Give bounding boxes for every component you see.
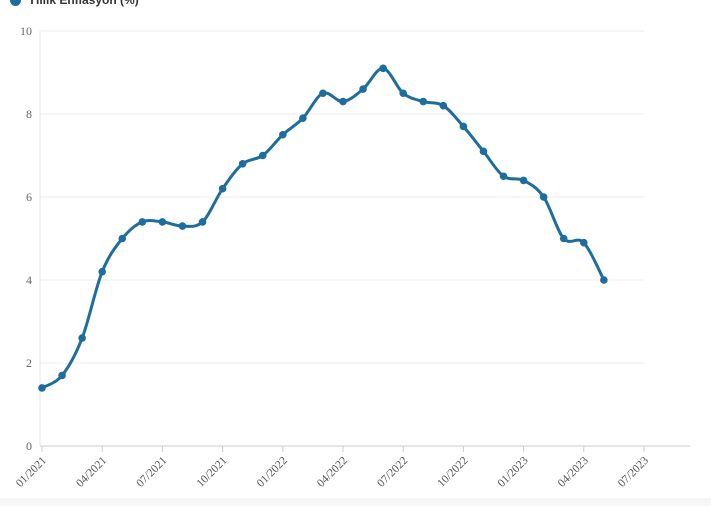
page-bottom-gutter bbox=[0, 498, 711, 506]
legend-marker-icon bbox=[10, 0, 21, 6]
data-point[interactable] bbox=[258, 151, 267, 160]
y-axis-tick-label: 2 bbox=[26, 356, 32, 370]
data-point[interactable] bbox=[178, 222, 187, 230]
x-axis-tick-label: 04/2022 bbox=[315, 454, 350, 489]
x-axis-tick-label: 04/2023 bbox=[556, 454, 591, 489]
data-point[interactable] bbox=[439, 101, 448, 110]
chart-legend[interactable]: Yıllık Enflasyon (%) bbox=[10, 0, 139, 7]
y-axis-tick-label: 4 bbox=[26, 273, 32, 287]
data-point[interactable] bbox=[559, 234, 568, 243]
data-point[interactable] bbox=[600, 276, 608, 284]
data-point[interactable] bbox=[38, 384, 46, 392]
y-axis-tick-label: 8 bbox=[26, 107, 32, 121]
data-point[interactable] bbox=[118, 234, 127, 243]
data-point[interactable] bbox=[299, 114, 307, 122]
data-point[interactable] bbox=[98, 267, 106, 276]
data-point[interactable] bbox=[158, 218, 167, 226]
data-point[interactable] bbox=[479, 147, 488, 156]
data-point[interactable] bbox=[319, 89, 327, 98]
x-axis-tick-label: 07/2021 bbox=[134, 454, 169, 489]
data-point[interactable] bbox=[379, 64, 387, 73]
data-point[interactable] bbox=[198, 218, 207, 226]
data-point[interactable] bbox=[339, 97, 347, 106]
data-point[interactable] bbox=[459, 122, 468, 131]
y-axis-tick-label: 10 bbox=[20, 24, 32, 38]
x-axis-tick-label: 07/2023 bbox=[616, 454, 651, 489]
data-point[interactable] bbox=[279, 130, 287, 139]
data-point[interactable] bbox=[78, 334, 86, 342]
data-point[interactable] bbox=[138, 218, 147, 226]
x-axis-tick-label: 01/2023 bbox=[496, 454, 531, 489]
data-point[interactable] bbox=[238, 160, 247, 168]
data-point[interactable] bbox=[359, 85, 367, 93]
data-point[interactable] bbox=[399, 89, 408, 98]
x-axis-tick-label: 04/2021 bbox=[74, 454, 109, 489]
data-point[interactable] bbox=[519, 176, 528, 185]
y-axis-tick-label: 0 bbox=[26, 439, 32, 453]
y-axis-tick-label: 6 bbox=[26, 190, 32, 204]
data-point[interactable] bbox=[580, 238, 588, 247]
data-point[interactable] bbox=[218, 184, 227, 193]
legend-series-label: Yıllık Enflasyon (%) bbox=[28, 0, 139, 7]
x-axis-tick-label: 07/2022 bbox=[375, 454, 410, 489]
data-point[interactable] bbox=[539, 193, 548, 201]
x-axis-tick-label: 01/2021 bbox=[14, 454, 49, 489]
data-point[interactable] bbox=[499, 172, 508, 181]
series-line bbox=[40, 66, 606, 390]
x-axis-tick-label: 01/2022 bbox=[255, 454, 290, 489]
x-axis-tick-label: 10/2022 bbox=[435, 454, 470, 489]
data-point[interactable] bbox=[58, 371, 66, 380]
x-axis-tick-label: 10/2021 bbox=[195, 454, 230, 489]
data-point[interactable] bbox=[419, 97, 428, 106]
